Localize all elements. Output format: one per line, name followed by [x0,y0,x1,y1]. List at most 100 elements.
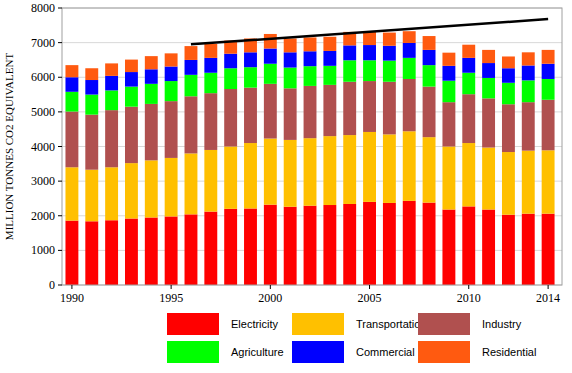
bar-segment [204,58,217,73]
y-tick-label: 1000 [31,243,55,257]
bar-segment [185,60,198,75]
bar-segment [65,112,78,168]
bar-segment [185,214,198,285]
bar-segment [482,63,495,78]
bar-segment [482,50,495,63]
bar-segment [442,210,455,285]
x-tick [171,285,172,289]
legend-swatch [167,313,219,335]
bar-segment [105,63,118,75]
bar-segment [304,86,317,138]
bars [65,19,554,285]
legend-label: Commercial [356,346,415,358]
bar-segment [304,37,317,51]
bar-segment [482,98,495,147]
x-tick-label: 2010 [457,291,481,305]
bar-segment [403,43,416,58]
y-tick-label: 0 [49,278,55,292]
bar-segment [165,67,178,82]
bar-segment [244,88,257,143]
bar-segment [145,217,158,285]
bar-segment [542,64,555,79]
bar-segment [65,77,78,92]
bar-segment [442,66,455,81]
bar-segment [244,143,257,208]
bar-segment [65,167,78,220]
bar-segment [323,136,336,205]
bar-segment [403,31,416,43]
y-tick [58,181,62,182]
x-tick-label: 2000 [258,291,282,305]
bar-segment [284,140,297,207]
bar-segment [264,34,277,49]
bar-segment [165,101,178,158]
bar-segment [383,203,396,285]
bar-segment [522,151,535,214]
bar-segment [522,80,535,102]
bar-segment [304,66,317,86]
bar-segment [145,69,158,84]
y-tick-label: 7000 [31,36,55,50]
bar-segment [423,50,436,65]
legend-swatch [418,313,470,335]
bar-segment [403,131,416,201]
bar-segment [323,205,336,285]
bar-segment [502,68,515,83]
bar-segment [65,65,78,77]
bar-segment [403,58,416,79]
y-tick-label: 3000 [31,174,55,188]
bar-segment [542,214,555,285]
bar-segment [125,87,138,107]
bar-segment [264,139,277,205]
bar-segment [403,79,416,131]
bar-segment [244,208,257,285]
bar-segment [204,212,217,285]
bar-segment [125,72,138,87]
bar-segment [363,45,376,60]
x-tick [71,285,72,289]
bar-segment [284,88,297,140]
bar-segment [264,49,277,64]
bar-segment [145,160,158,217]
bar-segment [383,61,396,82]
bar-segment [442,147,455,210]
bar-segment [502,83,515,104]
plot-frame [62,8,562,285]
bar-segment [502,56,515,68]
bar-segment [165,158,178,217]
legend-swatch [418,341,470,363]
bar-segment [125,107,138,163]
x-tick-label: 2014 [536,291,560,305]
bar-segment [125,219,138,285]
bar-segment [343,135,356,204]
bar-segment [284,38,297,52]
y-tick-label: 4000 [31,140,55,154]
bar-segment [65,92,78,112]
bar-segment [224,209,237,285]
bar-segment [442,81,455,102]
legend-label: Transportation [356,318,427,330]
x-tick-label: 2005 [358,291,382,305]
y-tick [58,215,62,216]
chart: 0100020003000400050006000700080001990199… [0,0,572,373]
bar-segment [323,51,336,66]
x-tick [270,285,271,289]
bar-segment [383,82,396,135]
bar-segment [284,68,297,89]
bar-segment [383,46,396,61]
bar-segment [224,54,237,69]
bar-segment [423,87,436,138]
bar-segment [244,67,257,87]
y-tick-label: 6000 [31,70,55,84]
bar-segment [423,137,436,202]
x-tick-label: 1990 [60,291,84,305]
bar-segment [343,45,356,60]
bar-segment [244,52,257,67]
bar-segment [85,80,98,95]
bar-segment [145,104,158,160]
legend-label: Electricity [231,318,279,330]
bar-segment [264,84,277,139]
bar-segment [185,46,198,60]
y-tick [58,8,62,9]
bar-segment [105,220,118,285]
